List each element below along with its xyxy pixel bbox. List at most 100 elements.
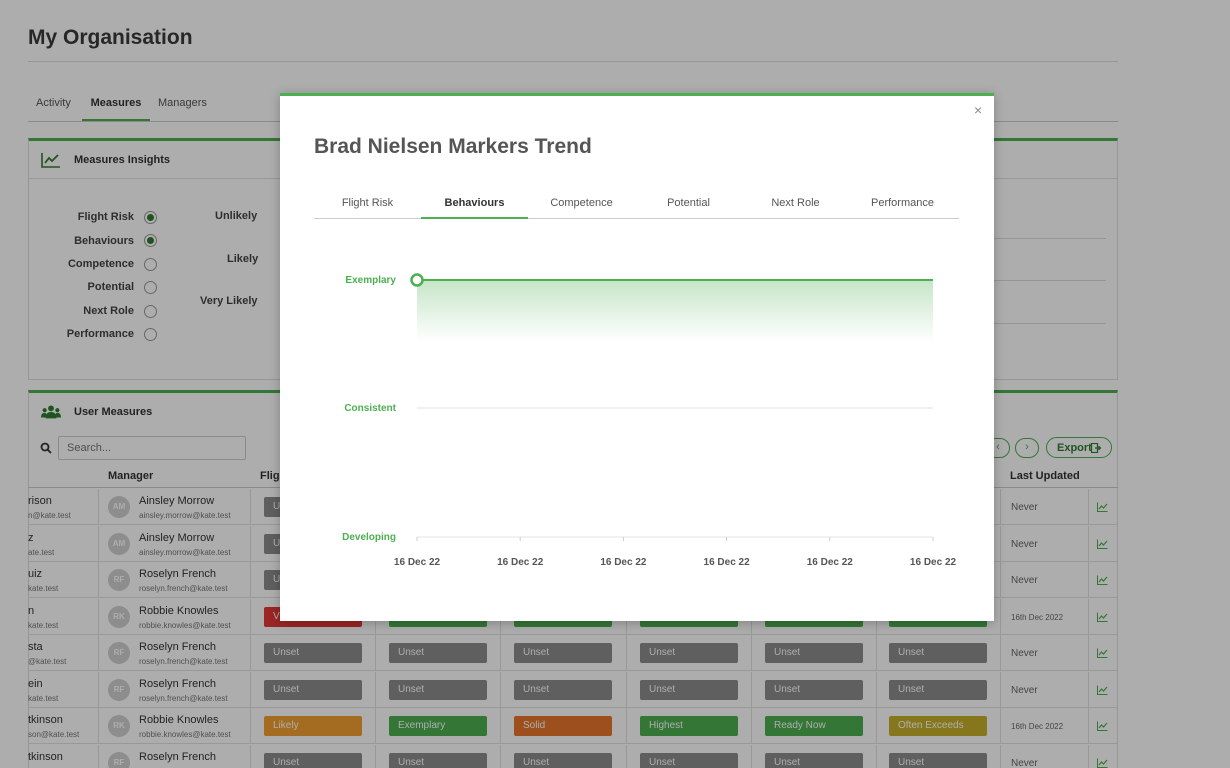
performance-radio[interactable] [144, 328, 157, 341]
column-separator [1088, 708, 1089, 744]
view-trend-icon[interactable] [1097, 502, 1108, 512]
tab-managers[interactable]: Managers [158, 97, 207, 109]
status-badge[interactable]: Solid [514, 716, 612, 736]
modal-tabs: Flight Risk Behaviours Competence Potent… [314, 192, 959, 219]
status-badge[interactable]: Unset [514, 643, 612, 663]
flight-risk-radio[interactable] [144, 211, 157, 224]
status-badge[interactable]: Unset [889, 643, 987, 663]
status-badge[interactable]: Unset [889, 752, 987, 768]
x-tick-label: 16 Dec 22 [704, 557, 751, 568]
column-separator [98, 598, 99, 635]
view-trend-icon[interactable] [1097, 612, 1108, 622]
column-header-last-updated[interactable]: Last Updated [1010, 470, 1080, 482]
avatar: RK [108, 605, 130, 628]
view-trend-icon[interactable] [1097, 648, 1108, 658]
avatar: RF [108, 642, 130, 664]
status-badge[interactable]: Unset [640, 643, 738, 663]
user-email: kate.test [28, 620, 59, 630]
measure-label-potential: Potential [87, 281, 134, 293]
x-tick-label: 16 Dec 22 [807, 557, 854, 568]
status-badge[interactable]: Unset [765, 679, 863, 700]
user-name[interactable]: uiz [28, 568, 43, 580]
manager-name: Roselyn French [139, 568, 217, 580]
last-updated: Never [1011, 757, 1038, 768]
status-badge[interactable]: Unset [765, 752, 863, 768]
user-name[interactable]: tkinson [28, 714, 63, 726]
status-badge[interactable]: Unset [765, 643, 863, 663]
search-input[interactable] [58, 436, 246, 460]
modal-tab-flight-risk[interactable]: Flight Risk [341, 197, 394, 209]
status-badge[interactable]: Unset [389, 752, 487, 768]
status-badge[interactable]: Exemplary [389, 716, 487, 736]
user-name[interactable]: rison [28, 495, 52, 507]
table-row[interactable]: sta @kate.test RF Roselyn French roselyn.fre… [28, 635, 1118, 671]
status-badge[interactable]: Highest [640, 716, 738, 736]
modal-tab-competence[interactable]: Competence [550, 197, 613, 209]
tab-activity[interactable]: Activity [36, 97, 71, 109]
status-badge[interactable]: Unset [640, 679, 738, 700]
table-row[interactable]: ein kate.test RF Roselyn French roselyn.fren… [28, 671, 1118, 708]
status-badge[interactable]: Unset [889, 679, 987, 700]
status-badge[interactable]: Unset [640, 752, 738, 768]
status-badge[interactable]: Unset [264, 679, 362, 700]
y-label-unlikely: Unlikely [215, 210, 258, 222]
x-tick-label: 16 Dec 22 [394, 557, 441, 568]
y-label-very-likely: Very Likely [200, 295, 258, 307]
next-page-button[interactable]: › [1015, 438, 1039, 458]
column-separator [626, 708, 627, 744]
user-name[interactable]: tkinson [28, 750, 63, 763]
view-trend-icon[interactable] [1097, 721, 1108, 731]
column-separator [250, 708, 251, 744]
status-badge[interactable]: Unset [264, 752, 362, 768]
close-icon[interactable]: × [974, 102, 983, 118]
modal-title: Brad Nielsen Markers Trend [314, 135, 592, 158]
status-badge[interactable]: Unset [514, 752, 612, 768]
competence-radio[interactable] [144, 258, 157, 271]
column-separator [1000, 525, 1001, 562]
view-trend-icon[interactable] [1097, 685, 1108, 695]
potential-radio[interactable] [144, 281, 157, 294]
column-separator [500, 708, 501, 744]
table-row[interactable]: tkinson son@kate.test RK Robbie Knowles robb… [28, 708, 1118, 744]
column-separator [375, 671, 376, 708]
status-badge[interactable]: Unset [264, 643, 362, 663]
y-axis-label: Developing [342, 532, 396, 543]
tab-measures[interactable]: Measures [82, 96, 150, 121]
user-name[interactable]: sta [28, 641, 43, 653]
export-button[interactable]: Export [1046, 437, 1112, 458]
status-badge[interactable]: Unset [389, 643, 487, 663]
column-separator [876, 635, 877, 671]
behaviours-radio[interactable] [144, 234, 157, 247]
manager-email: roselyn.french@kate.test [139, 657, 228, 666]
modal-tab-performance[interactable]: Performance [871, 197, 934, 209]
column-separator [1088, 489, 1089, 525]
view-trend-icon[interactable] [1097, 758, 1108, 768]
status-badge[interactable]: Ready Now [765, 716, 863, 736]
view-trend-icon[interactable] [1097, 539, 1108, 549]
user-name[interactable]: ein [28, 677, 43, 690]
modal-tab-potential[interactable]: Potential [667, 197, 710, 209]
status-badge[interactable]: Unset [389, 679, 487, 700]
user-name[interactable]: n [28, 604, 35, 617]
view-trend-icon[interactable] [1097, 575, 1108, 585]
modal-tab-next-role[interactable]: Next Role [771, 197, 820, 209]
next-role-radio[interactable] [144, 305, 157, 318]
user-email: @kate.test [28, 657, 67, 666]
column-header-flight-risk[interactable]: Flig [260, 470, 280, 482]
status-badge[interactable]: Often Exceeds [889, 716, 987, 736]
column-separator [250, 671, 251, 708]
insights-gridline [989, 323, 1106, 324]
modal-tab-behaviours[interactable]: Behaviours [421, 192, 528, 219]
status-badge[interactable]: Likely [264, 716, 362, 736]
last-updated: Never [1011, 538, 1038, 550]
status-badge[interactable]: Unset [514, 679, 612, 700]
user-name[interactable]: z [28, 531, 34, 544]
avatar: AM [108, 532, 130, 555]
avatar: RF [108, 569, 130, 591]
table-row[interactable]: tkinson RF Roselyn French Unset Unset Unset Un… [28, 744, 1118, 768]
column-header-manager[interactable]: Manager [108, 470, 154, 482]
trend-modal: × Brad Nielsen Markers Trend Flight Risk… [280, 93, 994, 621]
measure-label-behaviours: Behaviours [74, 235, 134, 247]
trend-chart-icon [41, 153, 60, 168]
column-separator [876, 671, 877, 708]
